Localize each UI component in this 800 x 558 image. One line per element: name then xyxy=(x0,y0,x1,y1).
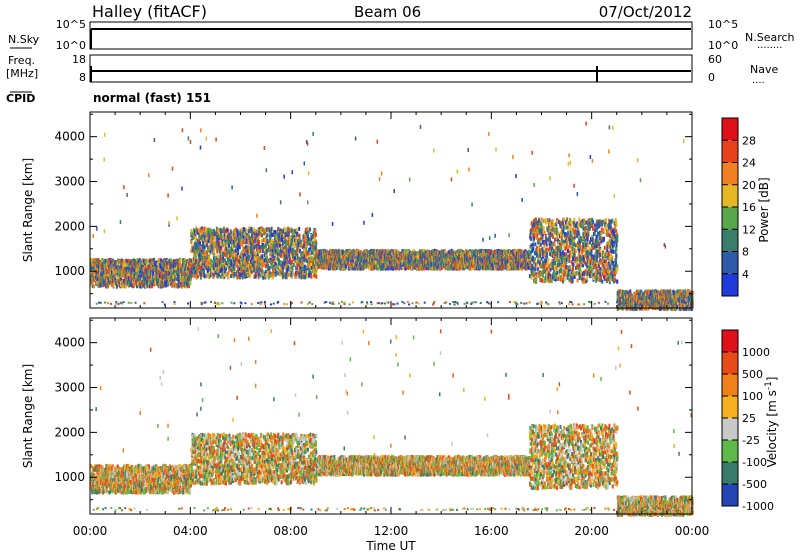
echo-cell xyxy=(258,272,260,276)
echo-cell xyxy=(280,254,282,258)
noise-left-tick-low: 10^0 xyxy=(56,39,86,52)
echo-cell xyxy=(292,266,294,270)
echo-cell xyxy=(266,233,268,237)
freq-label-line1: Freq. xyxy=(8,54,35,67)
echo-cell xyxy=(297,253,299,257)
noise-left-tick-high: 10^5 xyxy=(56,18,86,31)
freq-right-tick-high: 60 xyxy=(708,53,722,66)
echo-cell xyxy=(288,273,290,277)
echo-cell xyxy=(204,231,206,235)
echo-cell xyxy=(292,271,294,275)
echo-cell xyxy=(261,254,263,258)
echo-cell xyxy=(282,270,284,274)
echo-cell xyxy=(207,239,209,243)
echo-cell xyxy=(315,245,317,249)
noise-panel: N.Sky 10^5 10^0 10^5 10^0 N.Search .....… xyxy=(8,18,795,52)
echo-cell xyxy=(236,229,238,233)
echo-cell xyxy=(125,285,127,289)
echo-cell xyxy=(300,239,302,243)
echo-cell xyxy=(315,241,317,245)
freq-left-tick-low: 8 xyxy=(79,71,86,84)
freq-left-tick-high: 18 xyxy=(72,53,86,66)
echo-cell xyxy=(105,259,107,263)
echo-cell xyxy=(299,234,301,238)
echo-cell xyxy=(293,263,295,267)
echo-cell xyxy=(309,252,311,256)
echo-cell xyxy=(287,265,289,269)
echo-cell xyxy=(230,231,232,235)
echo-cell xyxy=(228,240,230,244)
nave-dots: .... xyxy=(752,75,765,86)
echo-cell xyxy=(286,259,288,263)
echo-cell xyxy=(225,236,227,240)
echo-cell xyxy=(217,254,219,258)
echo-cell xyxy=(210,264,212,268)
echo-cell xyxy=(266,249,268,253)
echo-cell xyxy=(190,240,192,244)
echo-cell xyxy=(315,275,317,279)
date-title: 07/Oct/2012 xyxy=(599,3,692,21)
echo-cell xyxy=(314,228,316,232)
cpid-label: CPID xyxy=(6,92,35,105)
freq-panel-frame xyxy=(90,55,692,82)
echo-cell xyxy=(275,270,277,274)
noise-right-tick-high: 10^5 xyxy=(708,18,738,31)
echo-cell xyxy=(296,228,298,232)
echo-cell xyxy=(218,273,220,277)
echo-cell xyxy=(242,275,244,279)
noise-sky-label: N.Sky xyxy=(8,33,40,46)
echo-cell xyxy=(204,245,206,249)
noise-panel-frame xyxy=(90,22,692,49)
echo-cell xyxy=(310,275,312,279)
echo-cell xyxy=(315,233,317,237)
echo-cell xyxy=(213,253,215,257)
beam-title: Beam 06 xyxy=(354,3,421,21)
echo-cell xyxy=(228,275,230,279)
echo-cell xyxy=(309,227,311,231)
echo-cell xyxy=(257,236,259,240)
echo-cell xyxy=(93,284,95,288)
power-echo-layer xyxy=(90,122,694,312)
freq-label-line2: [MHz] xyxy=(6,67,38,80)
echo-cell xyxy=(237,265,239,269)
echo-cell xyxy=(217,269,219,273)
echo-cell xyxy=(189,281,191,285)
echo-cell xyxy=(200,269,202,273)
echo-cell xyxy=(298,227,300,231)
echo-cell xyxy=(220,257,222,261)
echo-cell xyxy=(284,228,286,232)
cpid-text: normal (fast) 151 xyxy=(93,91,211,105)
echo-cell xyxy=(190,274,192,278)
freq-right-tick-low: 0 xyxy=(708,71,715,84)
noise-search-dots: ........ xyxy=(757,40,782,51)
echo-cell xyxy=(258,240,260,244)
echo-cell xyxy=(271,227,273,231)
echo-cell xyxy=(278,249,280,253)
station-title: Halley (fitACF) xyxy=(92,2,207,21)
echo-cell xyxy=(243,236,245,240)
echo-cell xyxy=(249,274,251,278)
echo-cell xyxy=(261,233,263,237)
echo-cell xyxy=(246,229,248,233)
echo-cell xyxy=(269,266,271,270)
echo-cell xyxy=(225,267,227,271)
echo-cell xyxy=(179,259,181,263)
echo-cell xyxy=(259,249,261,253)
freq-panel: Freq. [MHz] 18 8 60 0 Nave .... CPID nor… xyxy=(6,53,778,105)
noise-right-tick-low: 10^0 xyxy=(708,39,738,52)
echo-cell xyxy=(272,273,274,277)
